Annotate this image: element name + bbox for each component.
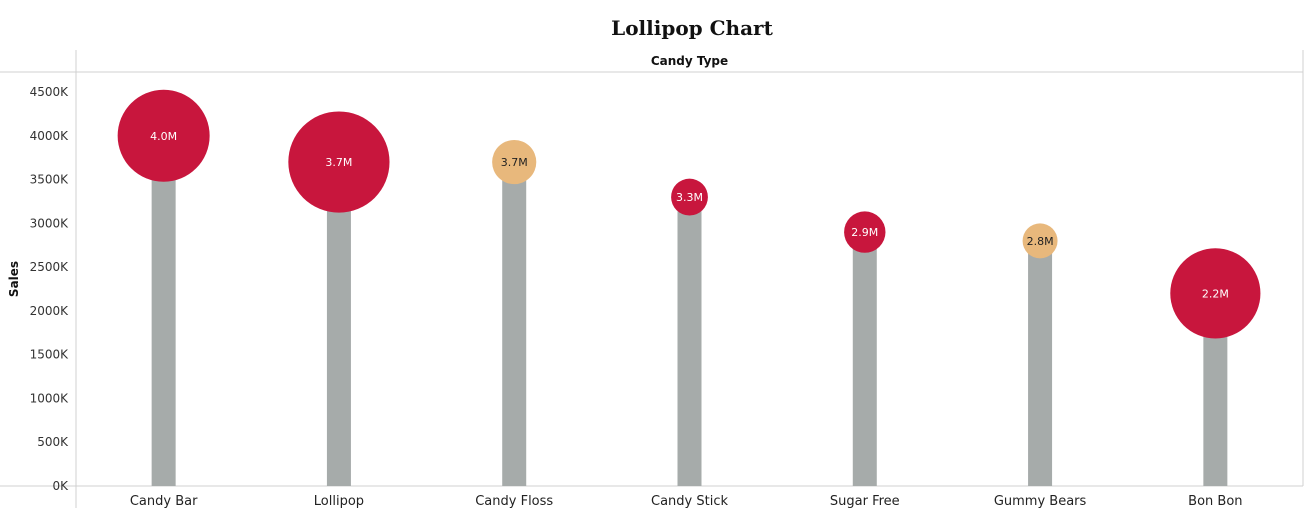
data-labels: 4.0M 3.7M 3.7M 3.3M 2.9M 2.8M 2.2M	[150, 130, 1229, 301]
x-axis-title: Candy Type	[650, 54, 729, 68]
category-label: Sugar Free	[830, 494, 900, 509]
y-axis-title: Sales	[7, 261, 21, 297]
category-label: Candy Stick	[651, 494, 728, 509]
category-label: Candy Floss	[475, 494, 553, 509]
y-tick-label: 4500K	[30, 85, 70, 99]
data-label: 2.9M	[851, 226, 878, 239]
stem	[326, 162, 351, 487]
bubbles	[117, 89, 1261, 339]
bubble	[671, 178, 708, 216]
bubble	[844, 211, 886, 253]
bubble	[117, 89, 210, 182]
y-tick-label: 4000K	[30, 129, 70, 143]
data-label: 3.7M	[501, 156, 528, 169]
y-tick-label: 2000K	[30, 304, 70, 318]
stems	[151, 135, 1228, 487]
data-label: 2.8M	[1027, 235, 1054, 248]
bubble	[492, 139, 537, 185]
stem	[677, 197, 702, 487]
y-tick-label: 2500K	[30, 260, 70, 274]
y-ticks: 0K 500K 1000K 1500K 2000K 2500K 3000K 3500K 4000…	[30, 85, 70, 493]
category-label: Lollipop	[314, 494, 364, 509]
bubble	[1022, 223, 1058, 259]
plot-frame	[0, 50, 1304, 508]
bubble	[1170, 248, 1261, 339]
data-label: 3.3M	[676, 191, 703, 204]
data-label: 2.2M	[1202, 287, 1229, 300]
y-tick-label: 3000K	[30, 216, 70, 230]
y-tick-label: 1000K	[30, 391, 70, 405]
bubble	[288, 111, 390, 213]
data-label: 3.7M	[325, 156, 352, 169]
stem	[151, 135, 176, 486]
y-tick-label: 3500K	[30, 173, 70, 187]
chart-title: Lollipop Chart	[611, 16, 773, 40]
stem	[852, 232, 877, 486]
y-tick-label: 500K	[37, 435, 69, 449]
y-tick-label: 1500K	[30, 348, 70, 362]
stem	[1028, 240, 1053, 486]
category-label: Candy Bar	[130, 494, 198, 509]
category-labels: Candy Bar Lollipop Candy Floss Candy Stick S…	[130, 494, 1243, 509]
data-label: 4.0M	[150, 130, 177, 143]
stem	[502, 162, 527, 487]
y-tick-label: 0K	[52, 479, 69, 493]
category-label: Bon Bon	[1188, 494, 1242, 509]
category-label: Gummy Bears	[994, 494, 1087, 509]
